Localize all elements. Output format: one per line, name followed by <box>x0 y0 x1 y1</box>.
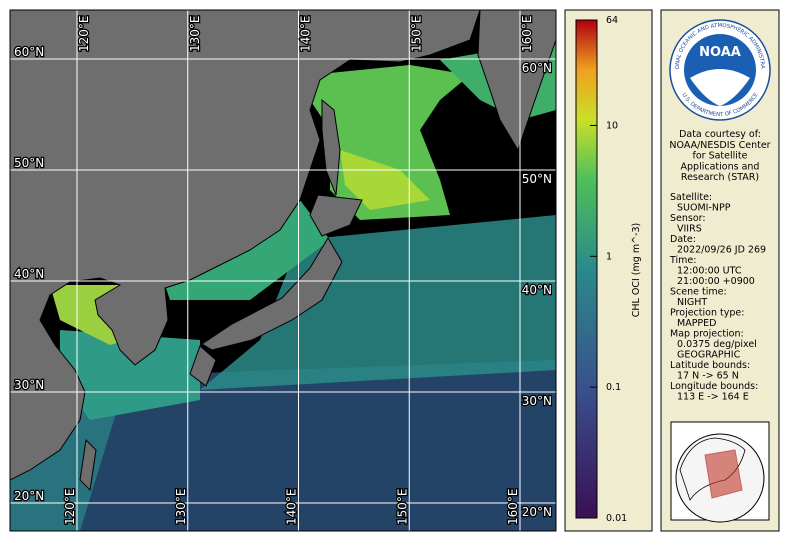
inset-coast <box>679 437 746 501</box>
info-label: Time: <box>669 255 696 266</box>
info-value: 113 E -> 164 E <box>677 392 749 403</box>
colorbar <box>575 19 598 519</box>
credit-line: Data courtesy of: <box>679 129 761 140</box>
info-label: Scene time: <box>670 287 727 298</box>
info-label: Sensor: <box>670 213 706 224</box>
map-frame <box>9 9 557 532</box>
lon-label-bottom: 120°E <box>63 489 77 526</box>
info-label: Projection type: <box>670 308 744 319</box>
info-label: Date: <box>670 234 696 245</box>
lon-label-bottom: 150°E <box>395 489 409 526</box>
inset-region <box>704 449 743 499</box>
info-value: NIGHT <box>677 297 707 308</box>
colorbar-tick-label: 10 <box>606 120 618 131</box>
land-kamchatka <box>477 10 556 152</box>
lat-label-left: 30°N <box>14 378 44 392</box>
lat-label-right: 30°N <box>522 394 552 408</box>
lat-label-right: 50°N <box>522 172 552 186</box>
info-value: 2022/09/26 JD 269 <box>677 245 766 256</box>
credit-line: NOAA/NESDIS Center <box>669 140 770 151</box>
info-value: MAPPED <box>677 318 716 329</box>
info-value: GEOGRAPHIC <box>677 350 741 361</box>
lat-label-right: 20°N <box>522 505 552 519</box>
info-value: 17 N -> 65 N <box>677 371 739 382</box>
info-label: Latitude bounds: <box>670 360 750 371</box>
inset-map <box>670 421 770 523</box>
lat-label-right: 40°N <box>522 283 552 297</box>
lon-label-top: 160°E <box>520 16 534 53</box>
lon-label-bottom: 130°E <box>174 489 188 526</box>
lat-label-left: 40°N <box>14 267 44 281</box>
credit-line: Applications and <box>681 161 760 172</box>
info-value: 0.0375 deg/pixel <box>677 339 757 350</box>
lat-label-left: 60°N <box>14 45 44 59</box>
land-hokkaido <box>309 194 363 237</box>
colorbar-tick-label: 1 <box>606 251 612 262</box>
info-value: 21:00:00 +0900 <box>677 276 755 287</box>
info-label: Map projection: <box>670 329 744 340</box>
lon-label-top: 120°E <box>77 16 91 53</box>
logo-name: NOAA <box>699 45 741 60</box>
lon-label-top: 130°E <box>188 16 202 53</box>
lat-label-left: 20°N <box>14 489 44 503</box>
map: 120°E 120°E 130°E 130°E 140°E 140°E 150°E 150°E… <box>10 10 556 531</box>
logo-gull <box>690 69 750 106</box>
info-value: SUOMI-NPP <box>677 203 731 214</box>
chl-pacific <box>200 215 556 390</box>
land-taiwan <box>79 438 97 492</box>
lon-label-bottom: 140°E <box>285 489 299 526</box>
lon-label-top: 140°E <box>299 16 313 53</box>
chl-okhotsk-high <box>340 150 430 210</box>
land-sakhalin <box>321 98 341 196</box>
chl-ecs <box>60 330 200 420</box>
info-value: VIIRS <box>677 224 702 235</box>
info-label: Satellite: <box>670 192 712 203</box>
credit-line: Research (STAR) <box>681 172 759 183</box>
colorbar-tick-label: 0.1 <box>606 382 621 393</box>
colorbar-label: CHL OCI (mg m^-3) <box>631 223 642 317</box>
credit-line: for Satellite <box>693 151 748 162</box>
land-honshu <box>201 237 343 351</box>
lat-label-left: 50°N <box>14 156 44 170</box>
info-value: 12:00:00 UTC <box>677 266 742 277</box>
info-label: Longitude bounds: <box>670 381 758 392</box>
land-kyushu <box>189 345 217 387</box>
colorbar-tick-label: 0.01 <box>606 513 627 524</box>
lon-label-top: 150°E <box>409 16 423 53</box>
colorbar-tick-label: 64 <box>606 15 618 26</box>
lon-label-bottom: 160°E <box>506 489 520 526</box>
lat-label-right: 60°N <box>522 61 552 75</box>
